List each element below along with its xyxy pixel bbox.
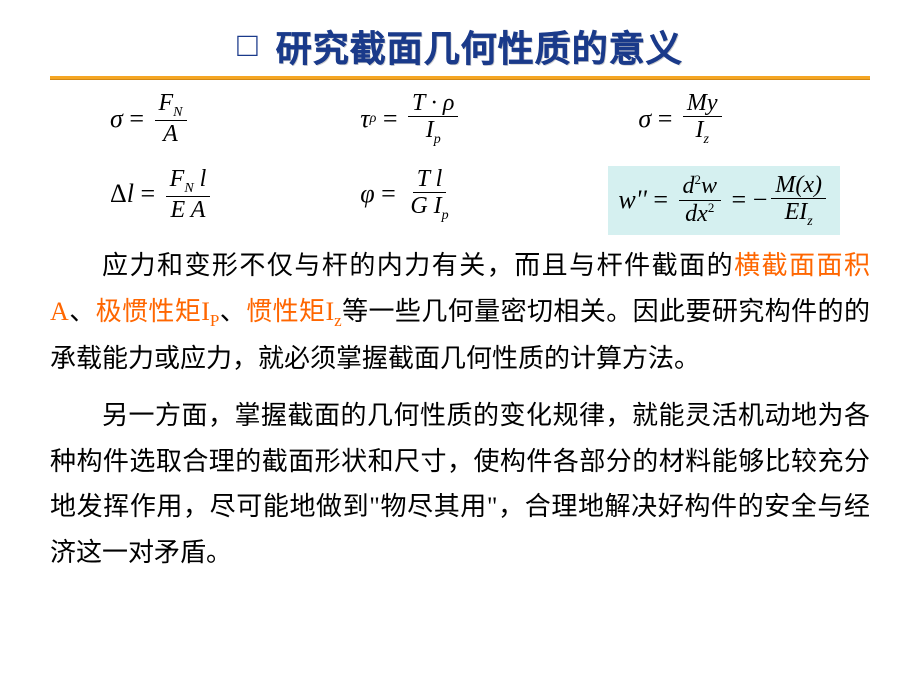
eq-den: A bbox=[159, 121, 182, 147]
eq-num: F bbox=[159, 90, 174, 116]
p1-t3: 、 bbox=[219, 297, 246, 326]
eq-tau-rho: τρ = T · ρ Ip bbox=[360, 90, 462, 148]
eq-ei: EI bbox=[785, 199, 808, 225]
eq-den: E A bbox=[167, 197, 210, 223]
eq-den: G I bbox=[410, 193, 441, 219]
eq-num-sub: N bbox=[173, 105, 182, 120]
p1-h3-sub: z bbox=[334, 311, 342, 330]
eq-d: d bbox=[683, 173, 695, 199]
eq-num2: l bbox=[194, 166, 207, 192]
eq-w-double-prime: w'' = d2w dx2 = − M(x) EIz bbox=[608, 166, 840, 236]
eq-sigma-fn-a: σ = FN A bbox=[110, 90, 214, 148]
title-bullet: □ bbox=[237, 27, 258, 65]
eq-den: I bbox=[426, 117, 434, 143]
eq-sub: N bbox=[184, 180, 193, 195]
title-underline bbox=[50, 76, 870, 80]
formulas-region: σ = FN A Δl = FN l E A τρ = bbox=[50, 90, 870, 235]
paragraph-2: 另一方面，掌握截面的几何性质的变化规律，就能灵活机动地为各种构件选取合理的截面形… bbox=[50, 393, 870, 575]
eq-num: F bbox=[170, 166, 185, 192]
eq-w: w bbox=[701, 173, 717, 199]
eq-lhs: σ bbox=[110, 104, 123, 134]
slide: □ 研究截面几何性质的意义 σ = FN A Δl = FN l E A bbox=[0, 0, 920, 690]
title-row: □ 研究截面几何性质的意义 bbox=[50, 20, 870, 72]
p1-t1: 应力和变形不仅与杆的内力有关，而且与杆件截面的 bbox=[102, 251, 734, 280]
eq-delta-l: Δl = FN l E A bbox=[110, 166, 214, 224]
formula-col-1: σ = FN A Δl = FN l E A bbox=[110, 90, 214, 223]
eq-neg: − bbox=[753, 185, 768, 215]
eq-dx: dx bbox=[685, 201, 708, 227]
eq-lhs-sub: ρ bbox=[370, 111, 377, 127]
eq-z: z bbox=[807, 214, 812, 229]
eq-num: T l bbox=[413, 166, 447, 193]
eq-sup2: 2 bbox=[708, 200, 715, 215]
eq-lhs: τ bbox=[360, 104, 369, 134]
eq-lhs: w'' bbox=[618, 185, 646, 215]
paragraph-1: 应力和变形不仅与杆的内力有关，而且与杆件截面的横截面面积A、极惯性矩IP、惯性矩… bbox=[50, 243, 870, 381]
eq-phi: φ = T l G Ip bbox=[360, 166, 462, 224]
slide-title: 研究截面几何性质的意义 bbox=[276, 20, 683, 72]
eq-den-sub: p bbox=[434, 132, 441, 147]
p1-h3: 惯性矩I bbox=[246, 297, 334, 326]
formula-col-2: τρ = T · ρ Ip φ = T l G Ip bbox=[360, 90, 462, 223]
eq-lhs: l bbox=[127, 179, 134, 209]
eq-sigma-my-iz: σ = My Iz bbox=[608, 90, 840, 148]
eq-mx: M(x) bbox=[771, 172, 826, 199]
eq-den-sub: z bbox=[703, 132, 708, 147]
eq-den-sub: p bbox=[442, 208, 449, 223]
eq-delta: Δ bbox=[110, 179, 127, 209]
p1-t2: 、 bbox=[69, 297, 96, 326]
eq-lhs: φ bbox=[360, 179, 374, 209]
p1-h2-sub: P bbox=[210, 311, 219, 330]
eq-num: T · ρ bbox=[408, 90, 458, 117]
eq-num: My bbox=[683, 90, 722, 117]
p1-h2: 极惯性矩I bbox=[96, 297, 210, 326]
formula-col-3: σ = My Iz w'' = d2w dx2 = − M(x) EI bbox=[608, 90, 840, 235]
eq-lhs: σ bbox=[638, 104, 651, 134]
